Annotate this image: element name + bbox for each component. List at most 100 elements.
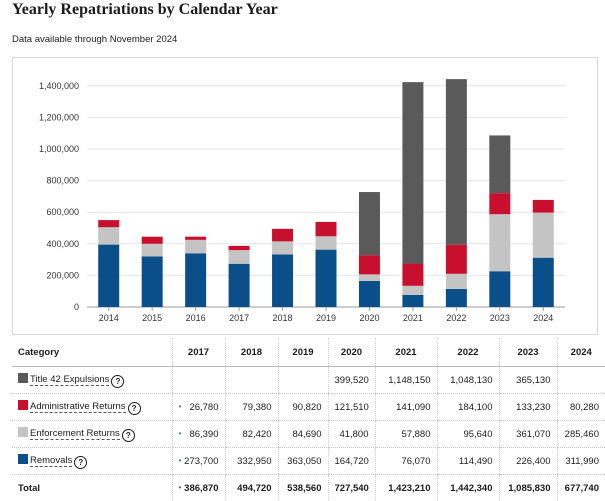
bar-segment-administrative-returns bbox=[489, 193, 510, 214]
year-header: 2023 bbox=[499, 338, 557, 367]
category-cell: Total bbox=[12, 475, 172, 501]
bar-segment-removals bbox=[402, 295, 423, 307]
info-icon[interactable]: ? bbox=[74, 456, 87, 469]
cell-value: 76,070 bbox=[401, 456, 430, 467]
value-cell: 133,230 bbox=[499, 394, 557, 421]
x-tick-label: 2024 bbox=[533, 313, 553, 323]
bar-segment-enforcement-returns bbox=[533, 213, 554, 258]
value-cell bbox=[225, 367, 278, 394]
cell-value: 361,070 bbox=[516, 429, 550, 440]
y-tick-label: 800,000 bbox=[46, 176, 79, 186]
value-cell: 677,740 bbox=[557, 475, 605, 501]
cell-value: 184,100 bbox=[458, 402, 492, 413]
cell-value: 538,560 bbox=[287, 483, 321, 494]
value-cell bbox=[278, 367, 328, 394]
cell-value: 677,740 bbox=[565, 483, 599, 494]
y-tick-label: 1,400,000 bbox=[39, 81, 79, 91]
value-cell: 1,442,340 bbox=[437, 475, 499, 501]
bar-segment-administrative-returns bbox=[533, 200, 554, 213]
value-cell: 76,070 bbox=[375, 448, 437, 475]
x-tick-label: 2016 bbox=[186, 313, 206, 323]
data-availability-note: Data available through November 2024 bbox=[12, 34, 177, 45]
bar-segment-enforcement-returns bbox=[446, 274, 467, 289]
info-icon[interactable]: ? bbox=[128, 402, 141, 415]
cell-value: 57,880 bbox=[401, 429, 430, 440]
category-label: Total bbox=[18, 483, 40, 494]
value-cell: 121,510 bbox=[328, 394, 375, 421]
category-label[interactable]: Removals bbox=[30, 455, 72, 467]
value-cell: 184,100 bbox=[437, 394, 499, 421]
x-tick-label: 2022 bbox=[446, 313, 466, 323]
value-cell: 82,420 bbox=[225, 421, 278, 448]
x-tick-label: 2020 bbox=[359, 313, 379, 323]
y-tick-label: 600,000 bbox=[46, 207, 79, 217]
value-cell: 141,090 bbox=[375, 394, 437, 421]
legend-swatch bbox=[18, 373, 28, 383]
category-cell: Removals? bbox=[12, 448, 172, 475]
bar-segment-enforcement-returns bbox=[359, 274, 380, 281]
cell-value: 332,950 bbox=[237, 456, 271, 467]
info-icon[interactable]: ? bbox=[122, 429, 135, 442]
bar-segment-removals bbox=[359, 281, 380, 307]
row-marker: • bbox=[179, 402, 182, 411]
y-tick-label: 200,000 bbox=[46, 270, 79, 280]
category-header: Category bbox=[12, 338, 172, 367]
bar-segment-title-42-expulsions bbox=[359, 192, 380, 255]
cell-value: 363,050 bbox=[287, 456, 321, 467]
bar-segment-enforcement-returns bbox=[229, 250, 250, 264]
value-cell: 41,800 bbox=[328, 421, 375, 448]
cell-value: 95,640 bbox=[463, 429, 492, 440]
year-header: 2020 bbox=[328, 338, 375, 367]
bar-segment-administrative-returns bbox=[185, 237, 206, 240]
bar-segment-enforcement-returns bbox=[142, 244, 163, 257]
y-tick-label: 1,200,000 bbox=[39, 112, 79, 122]
value-cell: 399,520 bbox=[328, 367, 375, 394]
value-cell: 365,130 bbox=[499, 367, 557, 394]
year-header: 2021 bbox=[375, 338, 437, 367]
cell-value: 114,490 bbox=[459, 456, 493, 467]
x-tick-label: 2021 bbox=[403, 313, 423, 323]
value-cell: •273,700 bbox=[172, 448, 225, 475]
bar-segment-enforcement-returns bbox=[489, 214, 510, 271]
bar-segment-removals bbox=[185, 253, 206, 307]
value-cell: 285,460 bbox=[557, 421, 605, 448]
cell-value: 1,423,210 bbox=[388, 483, 430, 494]
x-tick-label: 2014 bbox=[99, 313, 119, 323]
value-cell: •86,390 bbox=[172, 421, 225, 448]
category-label[interactable]: Title 42 Expulsions bbox=[30, 374, 109, 386]
category-label[interactable]: Enforcement Returns bbox=[30, 428, 120, 440]
value-cell: 311,990 bbox=[557, 448, 605, 475]
cell-value: 141,090 bbox=[396, 402, 430, 413]
info-icon[interactable]: ? bbox=[111, 375, 124, 388]
value-cell: 114,490 bbox=[437, 448, 499, 475]
y-tick-label: 400,000 bbox=[46, 239, 79, 249]
row-marker: • bbox=[179, 456, 182, 465]
value-cell: 79,380 bbox=[225, 394, 278, 421]
bar-segment-enforcement-returns bbox=[316, 236, 337, 249]
cell-value: 1,442,340 bbox=[450, 483, 492, 494]
bar-segment-title-42-expulsions bbox=[446, 79, 467, 245]
bar-segment-enforcement-returns bbox=[272, 241, 293, 254]
value-cell: 57,880 bbox=[375, 421, 437, 448]
value-cell: 1,085,830 bbox=[499, 475, 557, 501]
x-tick-label: 2017 bbox=[229, 313, 249, 323]
value-cell: 1,148,150 bbox=[375, 367, 437, 394]
category-label[interactable]: Administrative Returns bbox=[30, 401, 126, 413]
cell-value: 285,460 bbox=[565, 429, 599, 440]
x-tick-label: 2019 bbox=[316, 313, 336, 323]
value-cell: 226,400 bbox=[499, 448, 557, 475]
page-title: Yearly Repatriations by Calendar Year bbox=[12, 1, 278, 19]
stacked-bar-chart: 0200,000400,000600,000800,0001,000,0001,… bbox=[13, 58, 597, 334]
cell-value: 273,700 bbox=[184, 456, 218, 467]
value-cell: 84,690 bbox=[278, 421, 328, 448]
value-cell: •26,780 bbox=[172, 394, 225, 421]
value-cell: 361,070 bbox=[499, 421, 557, 448]
value-cell: 90,820 bbox=[278, 394, 328, 421]
value-cell: 95,640 bbox=[437, 421, 499, 448]
cell-value: 80,280 bbox=[570, 402, 599, 413]
legend-swatch bbox=[18, 400, 28, 410]
